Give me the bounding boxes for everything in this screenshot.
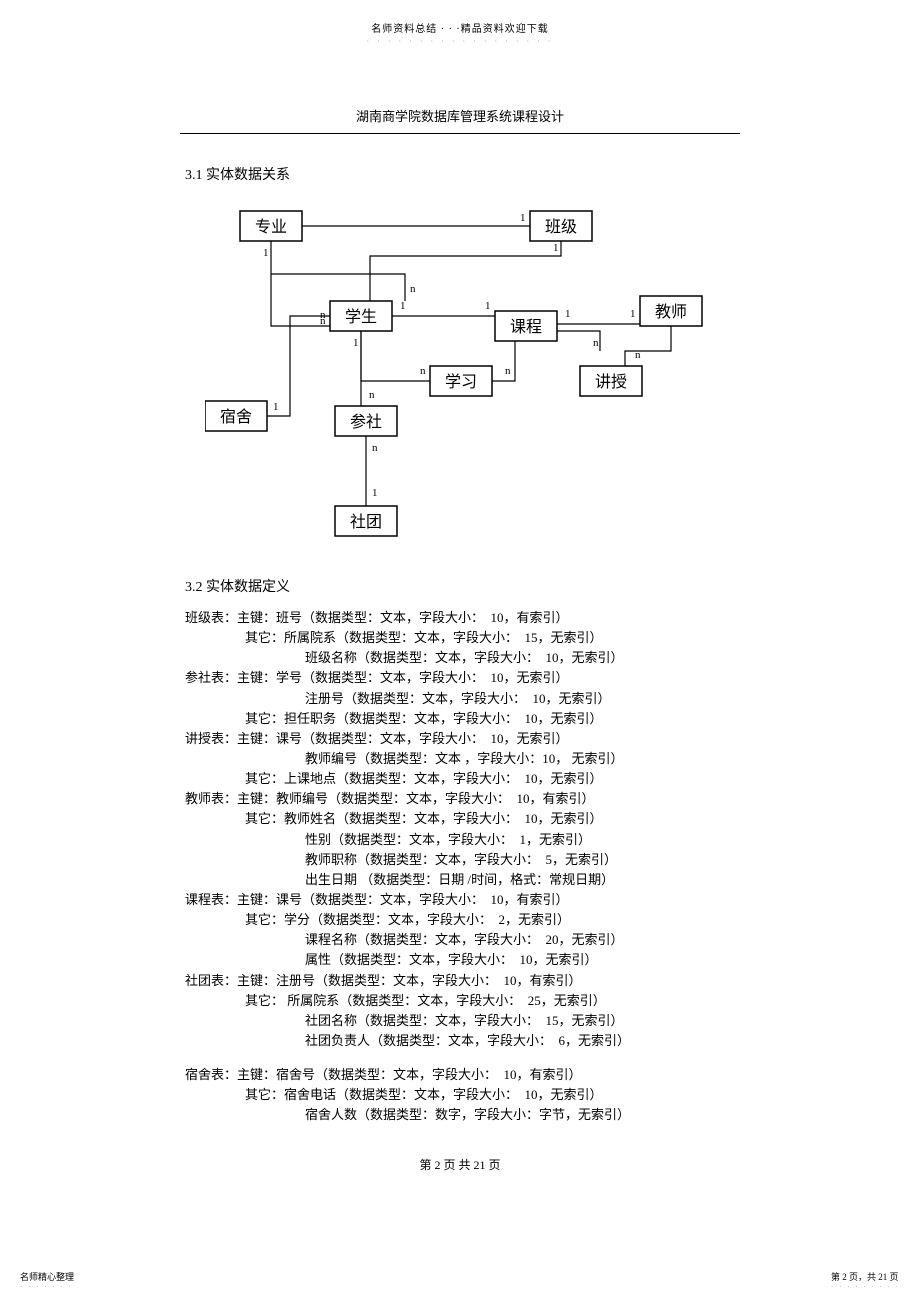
bottom-right-dots: · · · · · · · · · <box>831 1283 900 1291</box>
diagram-node-label-xuexi: 学习 <box>445 373 477 391</box>
er-diagram: 11nn11111nn1nnn1nn1 专业班级学生课程教师学习讲授宿舍参社社团 <box>205 196 735 546</box>
diagram-cardinality-label: n <box>505 365 511 377</box>
diagram-node-label-xuesheng: 学生 <box>345 308 377 326</box>
diagram-node-label-shetuan: 社团 <box>350 513 382 531</box>
section-3-2-title: 3.2 实体数据定义 <box>185 576 735 596</box>
diagram-cardinality-label: n <box>410 283 416 295</box>
definition-line: 其它： 所属院系（数据类型：文本，字段大小： 25，无索引） <box>185 991 735 1011</box>
diagram-cardinality-label: 1 <box>263 247 269 259</box>
diagram-cardinality-label: n <box>369 389 375 401</box>
diagram-node-label-kecheng: 课程 <box>510 318 542 336</box>
definition-line: 社团表：主键：注册号（数据类型：文本，字段大小： 10，有索引） <box>185 971 735 991</box>
definition-line: 其它：上课地点（数据类型：文本，字段大小： 10，无索引） <box>185 769 735 789</box>
diagram-cardinality-label: n <box>635 349 641 361</box>
definitions-block: 班级表：主键：班号（数据类型：文本，字段大小： 10，有索引）其它：所属院系（数… <box>185 608 735 1126</box>
diagram-cardinality-label: n <box>593 337 599 349</box>
diagram-edge <box>625 326 671 366</box>
diagram-node-label-jiaoshi: 教师 <box>655 303 687 321</box>
definition-line: 宿舍表：主键：宿舍号（数据类型：文本，字段大小： 10，有索引） <box>185 1065 735 1085</box>
definition-line: 社团名称（数据类型：文本，字段大小： 15，无索引） <box>185 1011 735 1031</box>
footer-page-number: 第 2 页 共 21 页 <box>185 1156 735 1173</box>
definition-line: 注册号（数据类型：文本，字段大小： 10，无索引） <box>185 689 735 709</box>
definition-line: 其它：宿舍电话（数据类型：文本，字段大小： 10，无索引） <box>185 1085 735 1105</box>
definition-line: 社团负责人（数据类型：文本，字段大小： 6，无索引） <box>185 1031 735 1051</box>
top-header-text: 名师资料总结 · · ·精品资料欢迎下载 <box>0 0 920 35</box>
definition-line: 教师职称（数据类型：文本，字段大小： 5，无索引） <box>185 850 735 870</box>
bottom-right-note: 第 2 页，共 21 页 · · · · · · · · · <box>831 1270 900 1291</box>
definition-line: 其它：教师姓名（数据类型：文本，字段大小： 10，无索引） <box>185 809 735 829</box>
definition-line: 宿舍人数（数据类型：数字，字段大小：字节，无索引） <box>185 1105 735 1125</box>
section-3-1-title: 3.1 实体数据关系 <box>185 164 735 184</box>
definition-line: 出生日期 （数据类型：日期 /时间，格式：常规日期） <box>185 870 735 890</box>
diagram-node-label-banji: 班级 <box>545 218 577 236</box>
definition-gap <box>185 1051 735 1065</box>
definition-line: 其它：担任职务（数据类型：文本，字段大小： 10，无索引） <box>185 709 735 729</box>
definition-line: 课程表：主键：课号（数据类型：文本，字段大小： 10，有索引） <box>185 890 735 910</box>
diagram-edge <box>271 274 405 301</box>
definition-line: 其它：学分（数据类型：文本，字段大小： 2，无索引） <box>185 910 735 930</box>
definition-line: 讲授表：主键：课号（数据类型：文本，字段大小： 10，无索引） <box>185 729 735 749</box>
diagram-node-label-sushe: 宿舍 <box>220 408 252 426</box>
diagram-node-label-zhuanye: 专业 <box>255 218 287 236</box>
top-header-dots: · · · · · · · · · · · · · · · · · · <box>0 37 920 46</box>
diagram-cardinality-label: 1 <box>630 308 636 320</box>
diagram-cardinality-label: 1 <box>485 300 491 312</box>
diagram-cardinality-label: n <box>372 442 378 454</box>
bottom-left-text: 名师精心整理 <box>20 1270 74 1283</box>
bottom-right-text: 第 2 页，共 21 页 <box>831 1270 900 1283</box>
diagram-cardinality-label: n <box>320 315 326 327</box>
definition-line: 教师表：主键：教师编号（数据类型：文本，字段大小： 10，有索引） <box>185 789 735 809</box>
definition-line: 属性（数据类型：文本，字段大小： 10，无索引） <box>185 950 735 970</box>
definition-line: 性别（数据类型：文本，字段大小： 1，无索引） <box>185 830 735 850</box>
diagram-cardinality-label: 1 <box>400 300 406 312</box>
diagram-cardinality-label: 1 <box>273 401 279 413</box>
diagram-edge <box>492 341 515 381</box>
definition-line: 其它：所属院系（数据类型：文本，字段大小： 15，无索引） <box>185 628 735 648</box>
main-content: 3.1 实体数据关系 11nn11111nn1nnn1nn1 专业班级学生课程教… <box>185 164 735 1173</box>
diagram-node-label-canshe: 参社 <box>350 413 382 431</box>
er-diagram-svg: 11nn11111nn1nnn1nn1 专业班级学生课程教师学习讲授宿舍参社社团 <box>205 196 715 546</box>
page: 名师资料总结 · · ·精品资料欢迎下载 · · · · · · · · · ·… <box>0 0 920 1303</box>
definition-line: 参社表：主键：学号（数据类型：文本，字段大小： 10，无索引） <box>185 668 735 688</box>
definition-line: 课程名称（数据类型：文本，字段大小： 20，无索引） <box>185 930 735 950</box>
definition-line: 班级表：主键：班号（数据类型：文本，字段大小： 10，有索引） <box>185 608 735 628</box>
diagram-cardinality-label: 1 <box>353 337 359 349</box>
document-title: 湖南商学院数据库管理系统课程设计 <box>180 106 740 134</box>
definition-line: 教师编号（数据类型：文本 ，字段大小：10， 无索引） <box>185 749 735 769</box>
diagram-cardinality-label: 1 <box>520 212 526 224</box>
bottom-left-dots: · · · · · · · <box>20 1283 74 1291</box>
diagram-cardinality-label: 1 <box>553 242 559 254</box>
diagram-cardinality-label: n <box>420 365 426 377</box>
definition-line: 班级名称（数据类型：文本，字段大小： 10，无索引） <box>185 648 735 668</box>
diagram-node-label-jiangshou: 讲授 <box>595 373 627 391</box>
diagram-cardinality-label: 1 <box>565 308 571 320</box>
diagram-edge <box>370 241 561 301</box>
diagram-cardinality-label: 1 <box>372 487 378 499</box>
bottom-left-note: 名师精心整理 · · · · · · · <box>20 1270 74 1291</box>
